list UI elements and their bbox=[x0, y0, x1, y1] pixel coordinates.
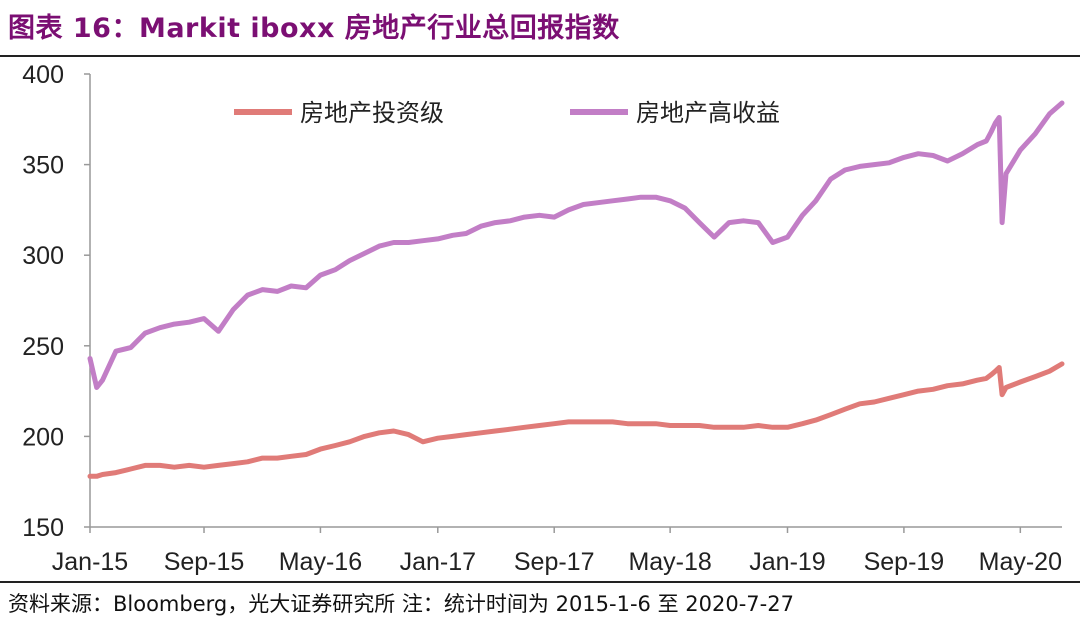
y-tick-label: 400 bbox=[22, 61, 64, 89]
y-tick-label: 350 bbox=[22, 152, 64, 180]
y-tick-label: 150 bbox=[22, 514, 64, 542]
legend-label: 房地产高收益 bbox=[636, 99, 780, 127]
chart-axes: 150 200 250 300 350 400 Jan-15 Sep-15 May-16 Jan-… bbox=[22, 61, 1062, 576]
x-tick-label: May-18 bbox=[628, 548, 711, 576]
x-tick-label: Sep-15 bbox=[164, 548, 245, 576]
series-line-high-yield bbox=[87, 100, 1065, 390]
x-tick-label: Sep-19 bbox=[864, 548, 945, 576]
series-line-investment-grade bbox=[87, 361, 1065, 479]
y-tick-label: 250 bbox=[22, 333, 64, 361]
x-tick-label: Jan-17 bbox=[400, 548, 476, 576]
x-tick-label: Jan-19 bbox=[749, 548, 825, 576]
legend-label: 房地产投资级 bbox=[300, 99, 444, 127]
x-tick-label: Jan-15 bbox=[52, 548, 128, 576]
chart-title: 图表 16：Markit iboxx 房地产行业总回报指数 bbox=[8, 13, 620, 44]
chart-legend: 房地产投资级 房地产高收益 bbox=[234, 99, 780, 127]
y-tick-label: 200 bbox=[22, 423, 64, 451]
title-divider bbox=[0, 55, 1080, 57]
y-tick-label: 300 bbox=[22, 242, 64, 270]
source-note: 资料来源：Bloomberg，光大证券研究所 注：统计时间为 2015-1-6 … bbox=[8, 592, 794, 616]
series-layer bbox=[87, 100, 1065, 479]
footer-divider bbox=[0, 581, 1080, 583]
x-tick-label: Sep-17 bbox=[514, 548, 595, 576]
line-chart: 150 200 250 300 350 400 Jan-15 Sep-15 May-16 Jan-… bbox=[22, 61, 1065, 576]
x-tick-label: May-16 bbox=[279, 548, 362, 576]
x-tick-label: May-20 bbox=[979, 548, 1062, 576]
